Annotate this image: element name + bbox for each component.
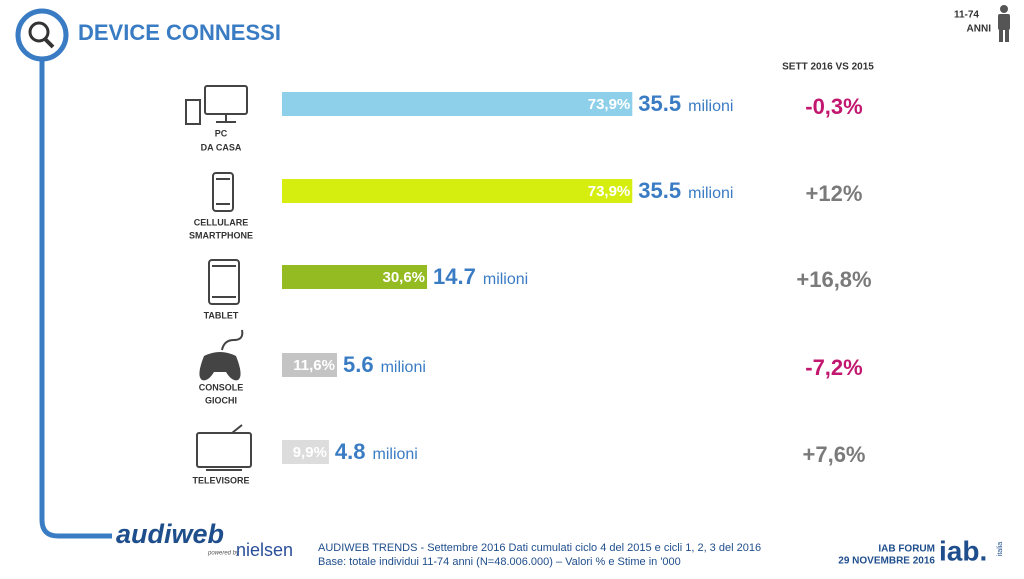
bar-label: 9,9% [293, 444, 327, 461]
bar-label: 73,9% [588, 183, 631, 200]
event: IAB FORUM [878, 544, 935, 555]
change-label: -7,2% [805, 355, 862, 380]
logo-powered: powered by [207, 551, 240, 557]
bar-label: 73,9% [588, 96, 631, 113]
tablet-icon [208, 259, 240, 305]
category-label: TABLET [204, 310, 239, 320]
person-icon [998, 5, 1010, 42]
bar [282, 353, 337, 377]
bar-label: 30,6% [382, 269, 425, 286]
bar [282, 265, 428, 289]
bar [282, 179, 633, 203]
change-label: -0,3% [805, 94, 862, 119]
logo-italia: italia [997, 542, 1004, 557]
audience-value: 35.5 [638, 178, 681, 203]
audience-unit: milioni [688, 98, 733, 115]
age-unit: ANNI [967, 24, 992, 35]
audience-value: 14.7 [433, 264, 476, 289]
category-label: GIOCHI [205, 395, 237, 405]
category-label: PC [215, 128, 228, 138]
search-circle [15, 8, 69, 62]
category-label: CONSOLE [199, 382, 244, 392]
source-line-1: AUDIWEB TRENDS - Settembre 2016 Dati cum… [318, 542, 761, 554]
magnifier-handle [43, 37, 55, 49]
age-range: 11-74 [954, 10, 979, 21]
change-label: +7,6% [803, 442, 866, 467]
bar [282, 92, 633, 116]
audience-value: 5.6 [343, 352, 374, 377]
category-label: DA CASA [201, 142, 242, 152]
category-label: SMARTPHONE [189, 230, 253, 240]
timeline-line [39, 58, 112, 539]
category-label: TELEVISORE [192, 475, 249, 485]
logo-iab: iab. [939, 535, 987, 566]
gamepad-icon [199, 329, 244, 381]
audience-unit: milioni [381, 359, 426, 376]
event-date: 29 NOVEMBRE 2016 [838, 556, 935, 567]
change-label: +12% [806, 181, 863, 206]
phone-icon [212, 172, 234, 212]
audience-unit: milioni [483, 271, 528, 288]
audience-value: 4.8 [335, 439, 366, 464]
title: DEVICE CONNESSI [78, 20, 281, 45]
change-label: +16,8% [796, 267, 871, 292]
audience-unit: milioni [688, 185, 733, 202]
source-line-2: Base: totale individui 11-74 anni (N=48.… [318, 556, 681, 568]
tv-icon [196, 424, 252, 471]
logo-audiweb: audiweb [116, 519, 224, 549]
magnifier [28, 21, 50, 43]
logo-nielsen: nielsen [236, 540, 293, 560]
column-header: SETT 2016 VS 2015 [782, 62, 874, 73]
audience-unit: milioni [373, 446, 418, 463]
audience-value: 35.5 [638, 91, 681, 116]
bar [282, 440, 329, 464]
category-label: CELLULARE [194, 217, 249, 227]
bar-label: 11,6% [293, 357, 335, 374]
pc-icon [185, 85, 248, 125]
